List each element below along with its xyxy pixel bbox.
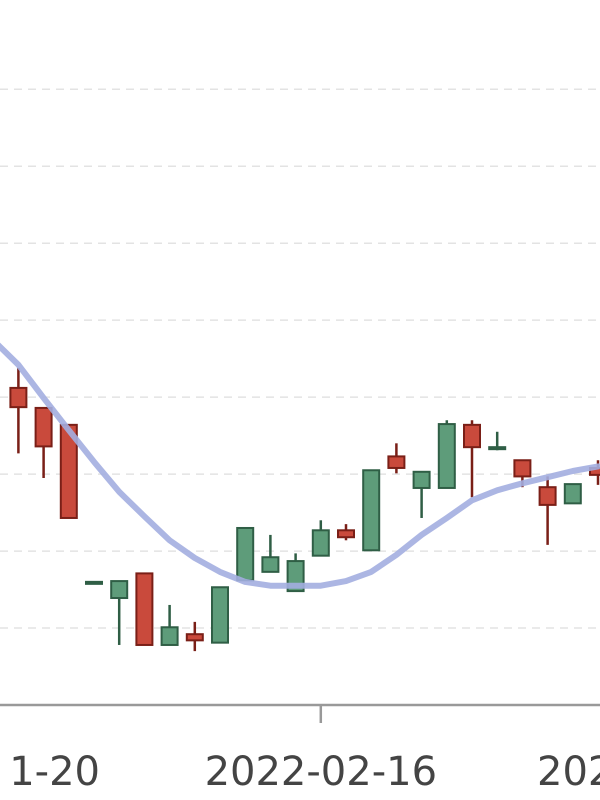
moving-average-line (0, 342, 600, 589)
x-tick-label: 202 (537, 749, 600, 795)
candle-body (85, 580, 103, 585)
candle-body (563, 483, 582, 505)
candle-body (387, 455, 406, 469)
candle-body (488, 446, 507, 451)
candle-body (211, 586, 229, 644)
candle-body (362, 469, 381, 552)
x-tick-label: 1-20 (9, 749, 100, 795)
candle-body (34, 406, 53, 448)
candle-body (513, 459, 532, 478)
candle-body (538, 486, 557, 506)
candle-body (412, 470, 431, 489)
candle-body (160, 626, 179, 646)
candle-body (337, 529, 355, 539)
candle-body (463, 423, 481, 449)
candle-body (437, 423, 456, 489)
candle-body (311, 529, 330, 557)
x-tick-label: 2022-02-16 (205, 749, 437, 795)
candle-body (185, 633, 204, 642)
candle-body (236, 526, 255, 582)
candle-body (135, 572, 154, 646)
candle-body (261, 556, 280, 573)
candle-body (9, 386, 28, 409)
candle-body (110, 580, 129, 600)
candle-body (59, 423, 78, 519)
